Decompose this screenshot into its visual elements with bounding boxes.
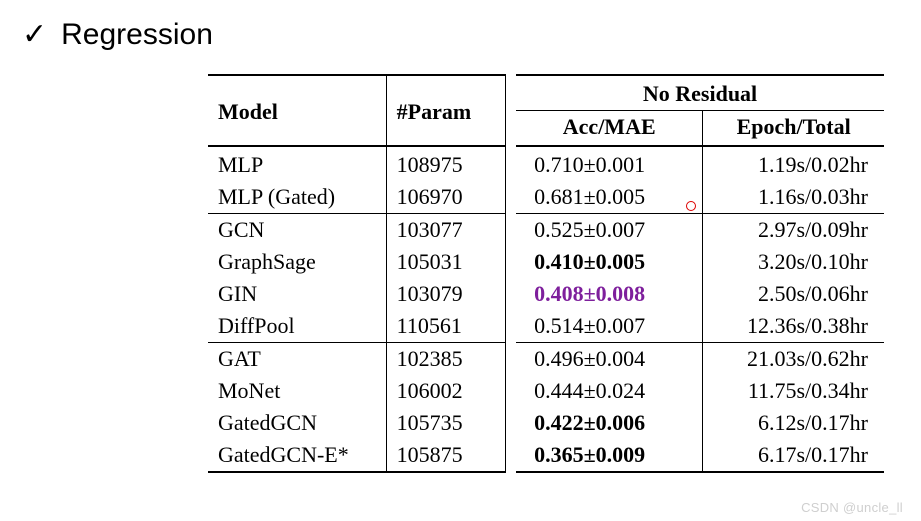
col-gap xyxy=(506,75,516,146)
cell-param: 105875 xyxy=(386,439,506,472)
col-gap xyxy=(506,407,516,439)
cell-acc: 0.408±0.008 xyxy=(516,278,703,310)
cell-time: 6.17s/0.17hr xyxy=(703,439,884,472)
check-icon: ✓ xyxy=(22,20,47,50)
cell-model: GAT xyxy=(208,343,386,376)
cell-param: 105031 xyxy=(386,246,506,278)
cell-model: DiffPool xyxy=(208,310,386,343)
cell-time: 21.03s/0.62hr xyxy=(703,343,884,376)
col-gap xyxy=(506,149,516,181)
cell-model: MLP xyxy=(208,149,386,181)
col-header-param: #Param xyxy=(386,75,506,146)
col-gap xyxy=(506,375,516,407)
col-group-noresidual: No Residual xyxy=(516,75,884,111)
col-header-time: Epoch/Total xyxy=(703,111,884,147)
cell-model: GIN xyxy=(208,278,386,310)
cell-acc: 0.681±0.005 xyxy=(516,181,703,214)
cell-acc: 0.410±0.005 xyxy=(516,246,703,278)
cell-param: 106970 xyxy=(386,181,506,214)
cell-acc: 0.514±0.007 xyxy=(516,310,703,343)
cell-model: GatedGCN-E* xyxy=(208,439,386,472)
cell-param: 102385 xyxy=(386,343,506,376)
cell-param: 106002 xyxy=(386,375,506,407)
title-row: ✓ Regression xyxy=(0,0,921,52)
cell-time: 2.97s/0.09hr xyxy=(703,214,884,247)
cell-time: 11.75s/0.34hr xyxy=(703,375,884,407)
cell-param: 105735 xyxy=(386,407,506,439)
cell-time: 1.19s/0.02hr xyxy=(703,149,884,181)
cell-acc: 0.422±0.006 xyxy=(516,407,703,439)
col-gap xyxy=(506,214,516,247)
cell-acc: 0.365±0.009 xyxy=(516,439,703,472)
col-gap xyxy=(506,343,516,376)
cell-param: 103077 xyxy=(386,214,506,247)
cell-acc: 0.525±0.007 xyxy=(516,214,703,247)
col-gap xyxy=(506,278,516,310)
cell-time: 2.50s/0.06hr xyxy=(703,278,884,310)
col-gap xyxy=(506,246,516,278)
cell-model: GCN xyxy=(208,214,386,247)
cell-time: 12.36s/0.38hr xyxy=(703,310,884,343)
cell-model: MoNet xyxy=(208,375,386,407)
col-gap xyxy=(506,439,516,472)
cell-param: 103079 xyxy=(386,278,506,310)
cell-time: 3.20s/0.10hr xyxy=(703,246,884,278)
col-gap xyxy=(506,181,516,214)
cell-acc: 0.444±0.024 xyxy=(516,375,703,407)
cell-time: 6.12s/0.17hr xyxy=(703,407,884,439)
page-title: Regression xyxy=(61,18,213,52)
watermark: CSDN @uncle_ll xyxy=(801,500,903,515)
cell-model: GraphSage xyxy=(208,246,386,278)
cell-model: MLP (Gated) xyxy=(208,181,386,214)
col-header-model: Model xyxy=(208,75,386,146)
cell-acc: 0.496±0.004 xyxy=(516,343,703,376)
cell-param: 110561 xyxy=(386,310,506,343)
cell-acc: 0.710±0.001 xyxy=(516,149,703,181)
col-header-acc: Acc/MAE xyxy=(516,111,703,147)
col-gap xyxy=(506,310,516,343)
laser-pointer-icon xyxy=(686,201,696,211)
cell-model: GatedGCN xyxy=(208,407,386,439)
results-table: Model#Param No ResidualAcc/MAEEpoch/Total… xyxy=(208,74,884,473)
cell-time: 1.16s/0.03hr xyxy=(703,181,884,214)
cell-param: 108975 xyxy=(386,149,506,181)
